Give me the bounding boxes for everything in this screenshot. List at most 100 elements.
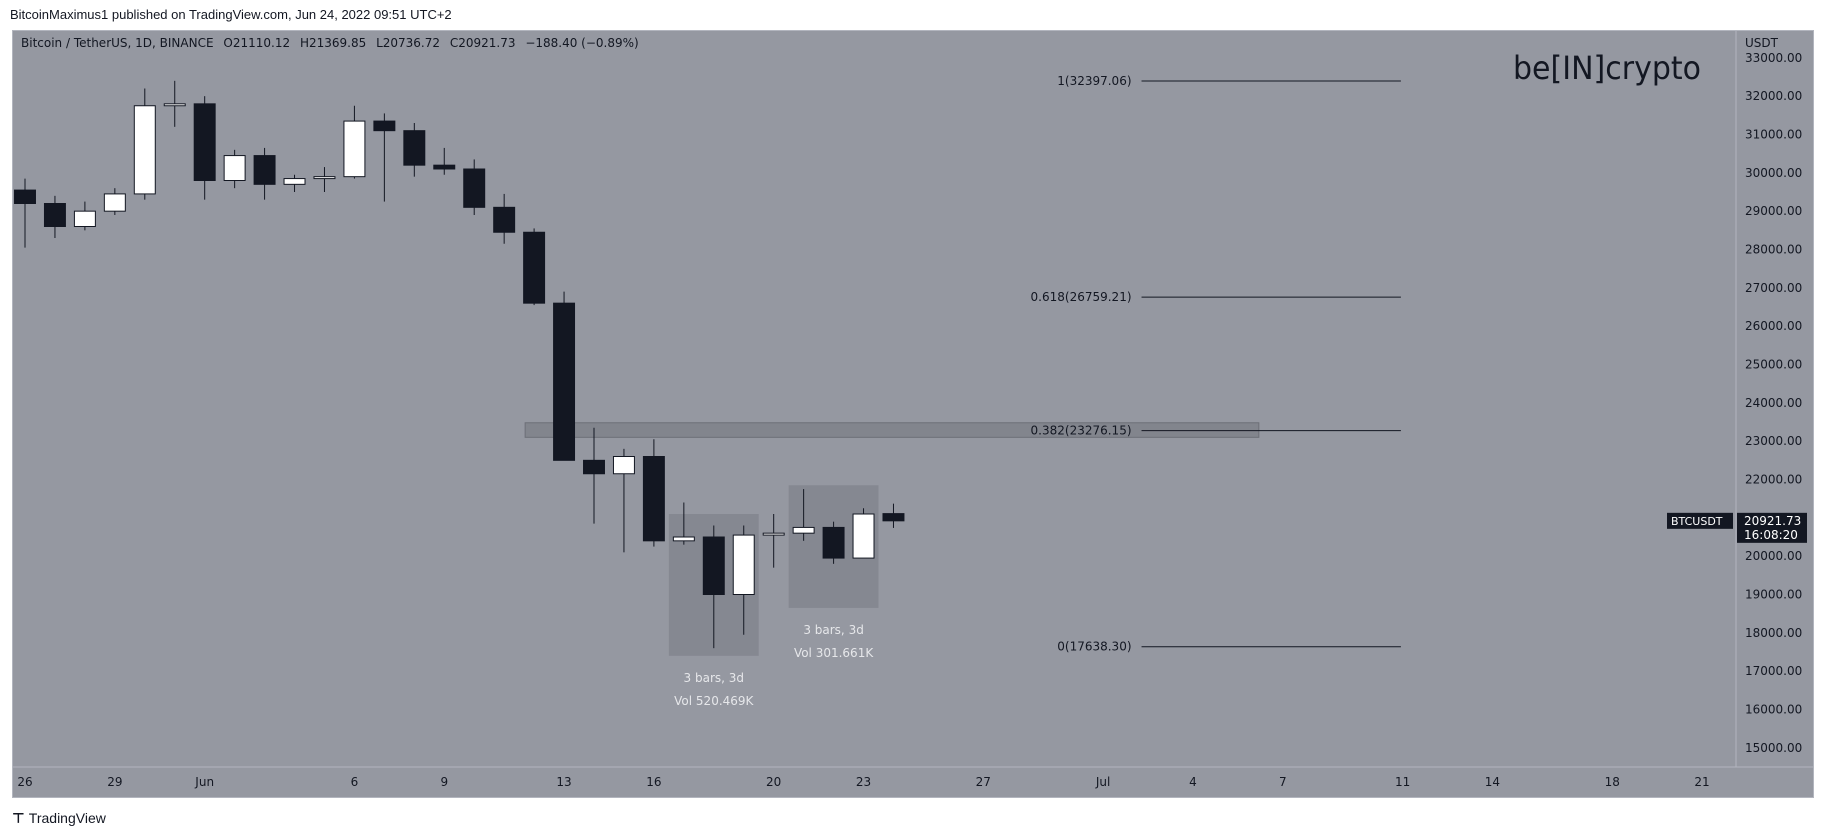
chart-legend: Bitcoin / TetherUS, 1D, BINANCE O21110.1…: [21, 36, 639, 50]
candle-body-up: [732, 534, 755, 596]
price-tick-label: 32000.00: [1745, 89, 1802, 103]
candle[interactable]: [792, 489, 815, 541]
candle[interactable]: [672, 502, 695, 545]
candle[interactable]: [223, 149, 246, 189]
time-tick-label: 14: [1485, 775, 1500, 789]
candle[interactable]: [732, 525, 755, 635]
price-tick-label: 18000.00: [1745, 626, 1802, 640]
chart-area[interactable]: Bitcoin / TetherUS, 1D, BINANCE O21110.1…: [12, 30, 1814, 798]
candle[interactable]: [133, 88, 156, 200]
fib-level-label: 0(17638.30): [1057, 640, 1131, 654]
candle[interactable]: [822, 521, 845, 564]
price-tick-label: 17000.00: [1745, 664, 1802, 678]
candle-body-down: [702, 536, 725, 595]
candle-body-up: [163, 103, 186, 107]
footer: ⊤ TradingView: [0, 803, 1824, 833]
legend-close-label: C: [450, 36, 458, 50]
candle-body-down: [373, 120, 396, 132]
candle[interactable]: [553, 291, 576, 461]
candle-body-up: [313, 176, 336, 180]
footer-logo-text: TradingView: [28, 810, 106, 826]
currency-label: USDT: [1745, 36, 1779, 50]
price-tick-label: 27000.00: [1745, 281, 1802, 295]
time-tick-label: 7: [1279, 775, 1287, 789]
candle[interactable]: [373, 113, 396, 202]
price-tag-countdown: 16:08:20: [1744, 528, 1798, 542]
range-box-volume-label: Vol 301.661K: [794, 646, 874, 660]
candle[interactable]: [103, 188, 126, 215]
time-tick-label: 4: [1189, 775, 1197, 789]
price-axis[interactable]: 15000.00 16000.00 17000.00 18000.00 19000.00…: [1745, 51, 1802, 755]
candle[interactable]: [433, 147, 456, 175]
legend-low-value: 20736.72: [383, 36, 440, 50]
candle-body-up: [283, 178, 306, 185]
candle[interactable]: [642, 439, 665, 547]
candle-body-up: [852, 513, 875, 559]
candles[interactable]: [14, 80, 905, 649]
candle[interactable]: [493, 193, 516, 244]
legend-open-label: O: [223, 36, 232, 50]
candle-body-up: [73, 210, 96, 228]
candle[interactable]: [852, 508, 875, 559]
time-tick-label: 23: [856, 775, 871, 789]
legend-open-value: 21110.12: [233, 36, 290, 50]
candle-body-down: [14, 189, 36, 204]
candle-body-up: [672, 536, 695, 542]
candle-body-up: [343, 120, 366, 178]
time-tick-label: 21: [1694, 775, 1709, 789]
price-tick-label: 23000.00: [1745, 434, 1802, 448]
fib-level-label: 0.618(26759.21): [1031, 290, 1132, 304]
candle-body-down: [822, 526, 845, 559]
candle-body-down: [403, 130, 426, 166]
candle[interactable]: [702, 525, 725, 649]
candle-body-up: [223, 155, 246, 182]
price-tick-label: 16000.00: [1745, 703, 1802, 717]
price-tick-label: 26000.00: [1745, 319, 1802, 333]
legend-close-value: 20921.73: [458, 36, 515, 50]
time-tick-label: 20: [766, 775, 781, 789]
candlestick-chart[interactable]: Bitcoin / TetherUS, 1D, BINANCE O21110.1…: [13, 31, 1813, 797]
candle[interactable]: [193, 96, 216, 200]
candle[interactable]: [463, 159, 486, 215]
candle[interactable]: [283, 174, 306, 192]
candle[interactable]: [523, 228, 546, 306]
candle[interactable]: [612, 448, 635, 553]
fibonacci-retracement[interactable]: 1(32397.06) 0.618(26759.21) 0.382(23276.15…: [1031, 74, 1401, 654]
time-tick-label: 6: [351, 775, 359, 789]
candle-body-down: [433, 164, 456, 170]
time-axis[interactable]: 26 29 Jun 6 9 13 16 20 23 27 Jul 4 7 11 14 18 21: [17, 775, 1709, 789]
candle-body-down: [583, 459, 605, 475]
candle[interactable]: [43, 195, 66, 238]
candle[interactable]: [163, 80, 186, 127]
candle[interactable]: [583, 427, 605, 524]
symbol-tag-bg: [1667, 512, 1733, 529]
price-tick-label: 25000.00: [1745, 358, 1802, 372]
price-tag-value: 20921.73: [1744, 514, 1801, 528]
price-tick-label: 20000.00: [1745, 549, 1802, 563]
price-tick-label: 19000.00: [1745, 588, 1802, 602]
price-tick-label: 29000.00: [1745, 204, 1802, 218]
candle-body-up: [133, 105, 156, 195]
candle[interactable]: [403, 123, 426, 177]
candle[interactable]: [253, 147, 276, 200]
time-tick-label: 9: [440, 775, 448, 789]
resistance-zone: [524, 422, 1260, 438]
fib-level-label: 1(32397.06): [1057, 74, 1131, 88]
price-tick-label: 22000.00: [1745, 473, 1802, 487]
beincrypto-logo: be[IN]crypto: [1513, 49, 1701, 87]
legend-low-label: L: [376, 36, 383, 50]
candle[interactable]: [14, 178, 36, 248]
candle[interactable]: [762, 514, 785, 568]
candle[interactable]: [73, 201, 96, 231]
candle[interactable]: [313, 167, 336, 192]
candle[interactable]: [882, 503, 905, 528]
price-tick-label: 15000.00: [1745, 741, 1802, 755]
range-box-bars-label: 3 bars, 3d: [684, 671, 745, 685]
price-tick-label: 33000.00: [1745, 51, 1802, 65]
time-tick-label: 26: [17, 775, 32, 789]
fib-level-label: 0.382(23276.15): [1031, 424, 1132, 438]
candle-body-down: [253, 155, 276, 185]
price-tick-label: 31000.00: [1745, 128, 1802, 142]
candle[interactable]: [343, 105, 366, 179]
resistance-zone-layer: [524, 422, 1260, 438]
